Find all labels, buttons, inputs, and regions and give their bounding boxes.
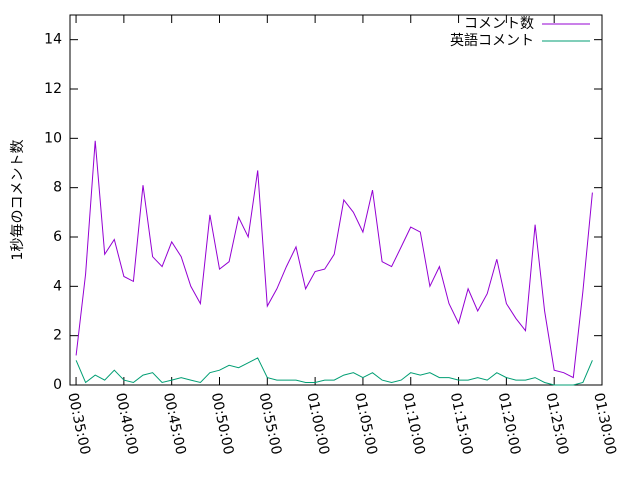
y-tick-label: 8 <box>53 180 62 196</box>
x-tick-label: 00:45:00 <box>160 391 189 456</box>
data-line <box>75 357 593 386</box>
x-tick-label: 01:15:00 <box>447 391 476 456</box>
y-tick-label: 12 <box>44 81 62 97</box>
plot-border <box>69 14 603 386</box>
x-tick-label: 00:55:00 <box>255 391 284 456</box>
legend-label: 英語コメント <box>450 32 534 49</box>
x-tick-label: 00:35:00 <box>64 391 93 456</box>
y-tick-label: 0 <box>53 377 62 393</box>
data-line <box>75 140 593 379</box>
x-tick-label: 01:00:00 <box>303 391 332 456</box>
x-tick-label: 00:40:00 <box>112 391 141 456</box>
y-tick-label: 14 <box>44 32 62 48</box>
x-tick-label: 01:05:00 <box>351 391 380 456</box>
x-tick-label: 01:20:00 <box>495 391 524 456</box>
x-tick-label: 01:25:00 <box>542 391 571 456</box>
x-tick-label: 01:30:00 <box>590 391 619 456</box>
x-tick-label: 00:50:00 <box>208 391 237 456</box>
y-tick-label: 4 <box>53 278 62 294</box>
y-axis-label: 1秒毎のコメント数 <box>10 140 26 261</box>
y-tick-label: 10 <box>44 130 62 146</box>
x-tick-label: 01:10:00 <box>399 391 428 456</box>
y-tick-label: 2 <box>53 328 62 344</box>
y-tick-label: 6 <box>53 229 62 245</box>
legend-label: コメント数 <box>464 16 534 32</box>
